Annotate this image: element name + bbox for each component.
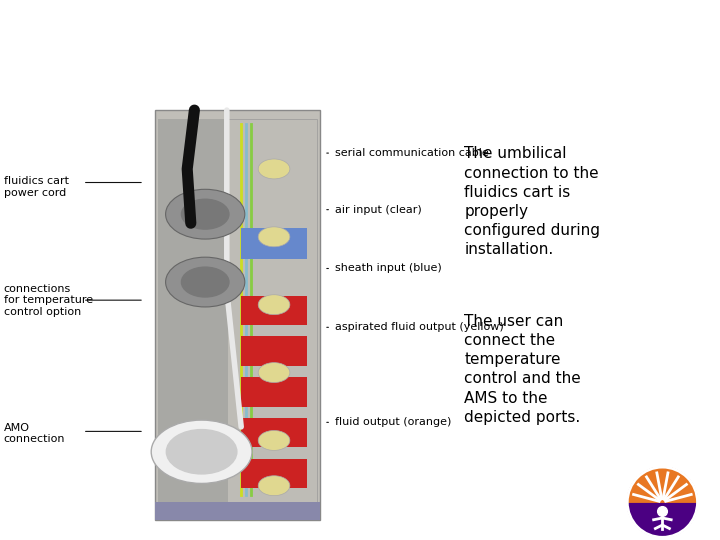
FancyBboxPatch shape: [241, 228, 307, 259]
FancyBboxPatch shape: [158, 119, 228, 511]
Text: serial communication cable: serial communication cable: [335, 148, 489, 158]
Circle shape: [258, 363, 290, 382]
Text: air input (clear): air input (clear): [335, 205, 421, 215]
FancyBboxPatch shape: [155, 502, 320, 519]
FancyBboxPatch shape: [241, 295, 307, 325]
Text: connections
for temperature
control option: connections for temperature control opti…: [4, 284, 93, 317]
Text: The user can
connect the
temperature
control and the
AMS to the
depicted ports.: The user can connect the temperature con…: [464, 314, 581, 425]
Circle shape: [258, 227, 290, 247]
Circle shape: [166, 430, 237, 474]
Circle shape: [258, 476, 290, 496]
Text: The umbilical
connection to the
fluidics cart is
properly
configured during
inst: The umbilical connection to the fluidics…: [464, 146, 600, 257]
Circle shape: [166, 257, 245, 307]
Text: AMO
connection: AMO connection: [4, 423, 65, 444]
Circle shape: [258, 430, 290, 450]
Text: aspirated fluid output (yellow): aspirated fluid output (yellow): [335, 322, 503, 332]
Circle shape: [258, 159, 290, 179]
Circle shape: [166, 190, 245, 239]
Circle shape: [258, 295, 290, 315]
FancyBboxPatch shape: [241, 458, 307, 488]
Circle shape: [151, 420, 252, 483]
FancyBboxPatch shape: [155, 110, 320, 519]
Circle shape: [181, 267, 229, 297]
FancyBboxPatch shape: [241, 418, 307, 447]
Wedge shape: [627, 467, 698, 502]
Circle shape: [627, 467, 698, 537]
FancyBboxPatch shape: [241, 377, 307, 407]
Text: Basic Parts of the FACS Aria: Basic Parts of the FACS Aria: [84, 34, 521, 62]
FancyBboxPatch shape: [158, 119, 317, 511]
Circle shape: [181, 199, 229, 229]
Text: sheath input (blue): sheath input (blue): [335, 264, 441, 273]
Text: fluidics cart
power cord: fluidics cart power cord: [4, 176, 68, 198]
Text: fluid output (orange): fluid output (orange): [335, 417, 451, 427]
FancyBboxPatch shape: [241, 336, 307, 366]
